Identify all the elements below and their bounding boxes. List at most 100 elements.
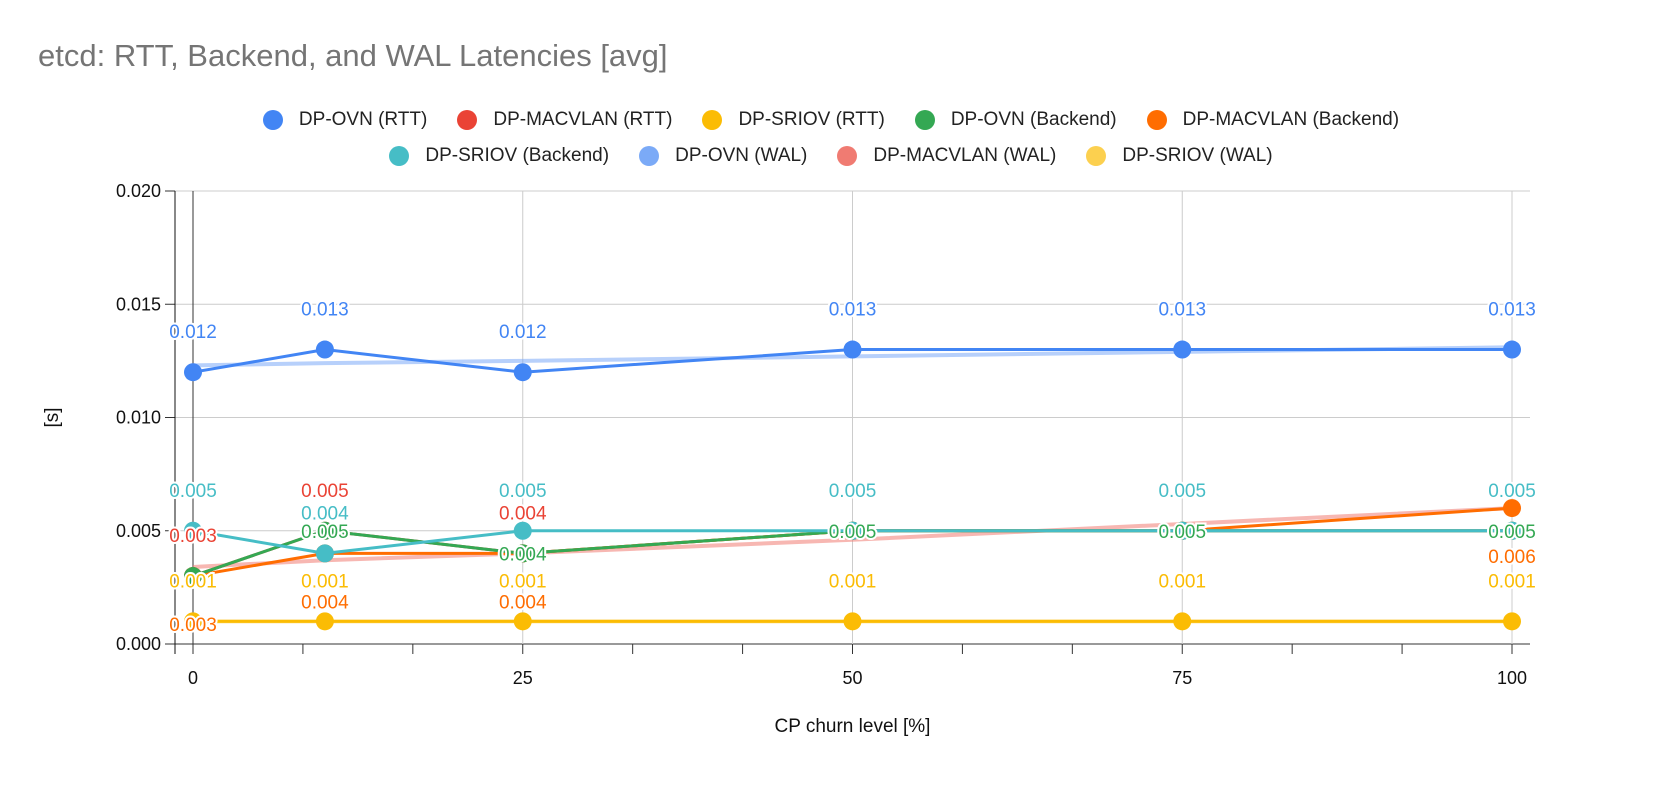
data-label: 0.005 [829,481,877,502]
data-point [843,521,862,540]
data-point [1503,340,1521,359]
legend-item[interactable]: DP-SRIOV (Backend) [389,145,609,167]
y-axis-label: [s] [42,407,63,427]
data-point [513,363,532,382]
data-label: 0.005 [301,522,349,543]
data-point [184,567,202,586]
chart-title: etcd: RTT, Backend, and WAL Latencies [a… [38,38,668,73]
data-point [513,544,532,563]
data-point [1173,521,1192,540]
y-tick-label: 0.005 [116,521,161,541]
data-label: 0.004 [499,544,547,565]
legend-swatch [262,110,283,130]
data-label: 0.005 [169,481,217,502]
data-point [843,340,862,359]
x-axis-label: CP churn level [%] [775,716,931,737]
data-label: 0.005 [1158,522,1206,543]
data-label: 0.001 [301,571,349,592]
legend-item[interactable]: DP-OVN (RTT) [262,109,428,131]
legend-swatch [702,110,723,130]
legend-label: DP-SRIOV (RTT) [738,109,885,130]
data-label: 0.012 [499,322,547,343]
data-label: 0.001 [499,571,547,592]
series-line-6 [192,345,1513,368]
data-label: 0.004 [301,592,349,613]
data-label: 0.005 [1488,522,1536,543]
data-label: 0.005 [1158,481,1206,502]
y-tick-label: 0.015 [116,294,161,314]
legend-swatch [1086,146,1107,166]
data-point [1173,340,1192,359]
data-label: 0.004 [499,592,547,613]
data-point [843,612,862,631]
x-tick-label: 75 [1172,668,1192,688]
data-label: 0.012 [169,322,217,343]
legend-label: DP-OVN (WAL) [675,145,808,166]
data-point [315,544,334,563]
data-point [315,521,334,540]
data-point [513,612,532,631]
data-label: 0.004 [499,503,547,524]
legend-item[interactable]: DP-OVN (WAL) [639,145,807,167]
y-tick-label: 0.010 [116,408,161,428]
legend-label: DP-OVN (RTT) [298,109,428,130]
legend-swatch [837,146,858,166]
series-line-5 [192,529,1512,555]
data-label: 0.005 [499,481,547,502]
legend-label: DP-SRIOV (Backend) [425,145,610,166]
legend-item[interactable]: DP-OVN (Backend) [914,109,1117,131]
series-line-0 [192,348,1512,374]
legend-item[interactable]: DP-MACVLAN (WAL) [837,145,1056,167]
data-label: 0.013 [829,300,877,321]
data-label: 0.001 [1158,571,1206,592]
data-label: 0.005 [301,481,349,502]
x-tick-label: 25 [513,668,533,688]
legend-swatch [1146,110,1167,130]
legend-item[interactable]: DP-MACVLAN (Backend) [1146,109,1400,131]
legend-swatch [914,110,935,130]
x-tick-label: 50 [842,668,862,688]
data-label: 0.005 [829,522,877,543]
data-point [1503,612,1521,631]
legend-label: DP-SRIOV (WAL) [1122,145,1273,166]
data-label: 0.004 [301,503,349,524]
legend: DP-OVN (RTT) DP-MACVLAN (RTT) DP-SRIOV (RT… [0,102,1662,174]
legend-item[interactable]: DP-SRIOV (RTT) [702,109,885,131]
data-point [1173,612,1192,631]
legend-row: DP-OVN (RTT) DP-MACVLAN (RTT) DP-SRIOV (RT… [0,102,1662,138]
data-label: 0.001 [169,571,217,592]
data-point [1503,499,1521,518]
data-point [184,363,202,382]
data-label: 0.013 [301,300,349,321]
data-label: 0.006 [1488,547,1536,568]
data-point [315,340,334,359]
data-point [184,612,202,631]
series-line-7 [192,506,1513,569]
y-tick-label: 0.020 [116,181,161,201]
data-label: 0.001 [829,571,877,592]
data-label: 0.001 [1488,571,1536,592]
legend-row: DP-SRIOV (Backend) DP-OVN (WAL) DP-MACVLAN… [0,138,1662,174]
data-label: 0.013 [1488,300,1536,321]
x-tick-label: 100 [1497,668,1527,688]
data-point [1503,521,1521,540]
x-tick-label: 0 [188,668,198,688]
data-label: 0.003 [169,526,217,547]
data-label: 0.005 [1488,481,1536,502]
data-label: 0.003 [169,615,217,636]
legend-swatch [639,146,660,166]
data-point [513,521,532,540]
y-tick-label: 0.000 [116,634,161,654]
legend-label: DP-OVN (Backend) [950,109,1117,130]
data-point [315,612,334,631]
legend-item[interactable]: DP-SRIOV (WAL) [1086,145,1273,167]
legend-swatch [457,110,478,130]
data-point [184,521,202,540]
data-label: 0.013 [1158,300,1206,321]
legend-swatch [389,146,410,166]
legend-label: DP-MACVLAN (WAL) [873,145,1057,166]
legend-label: DP-MACVLAN (RTT) [493,109,673,130]
legend-item[interactable]: DP-MACVLAN (RTT) [457,109,672,131]
legend-label: DP-MACVLAN (Backend) [1182,109,1400,130]
